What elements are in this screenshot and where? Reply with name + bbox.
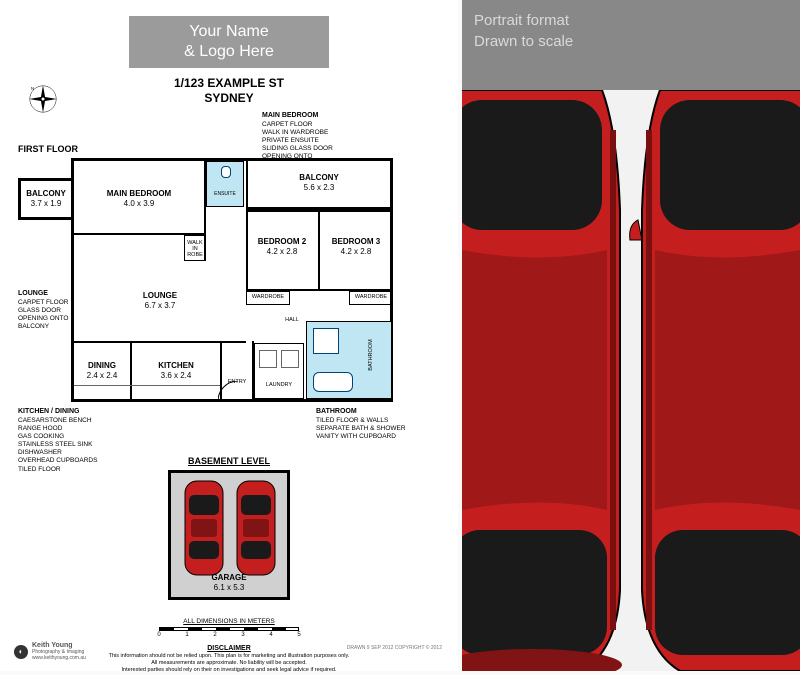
right-panel: Portrait format Drawn to scale [462, 0, 800, 671]
property-address: 1/123 EXAMPLE ST SYDNEY [18, 76, 440, 106]
branding: ◐ Keith Young Photography & Imaging www.… [14, 642, 86, 661]
car-icon-1 [181, 479, 227, 577]
right-caption: Portrait format Drawn to scale [462, 0, 800, 62]
toilet-icon [221, 166, 231, 178]
scale-bar [159, 627, 299, 631]
logo-line1: Your Name [129, 22, 329, 42]
copyright-text: DRAWN 9 SEP 2012 COPYRIGHT © 2012 [347, 645, 442, 651]
room-walk-in-robe: WALKIN ROBE [184, 235, 206, 261]
first-floor-plan: FIRST FLOOR MAIN BEDROOM CARPET FLOOR WA… [18, 112, 440, 452]
room-garage: GARAGE 6.1 x 5.3 [168, 470, 290, 600]
kitchen-bench [74, 385, 220, 399]
room-bedroom-2: BEDROOM 2 4.2 x 2.8 [246, 237, 318, 257]
room-balcony-left: BALCONY 3.7 x 1.9 [18, 178, 74, 220]
compass-icon: N [28, 84, 58, 114]
room-lounge: LOUNGE 6.7 x 3.7 [74, 291, 246, 311]
wardrobe-bed2: WARDROBE [246, 291, 290, 305]
room-main-bedroom: MAIN BEDROOM 4.0 x 3.9 [74, 189, 204, 209]
room-laundry: LAUNDRY [254, 343, 304, 399]
dryer-icon [281, 350, 299, 368]
room-balcony-right: BALCONY 5.6 x 2.3 [246, 158, 393, 210]
logo-line2: & Logo Here [129, 42, 329, 62]
washer-icon [259, 350, 277, 368]
room-kitchen: KITCHEN 3.6 x 2.4 [132, 361, 220, 381]
svg-text:N: N [31, 86, 34, 91]
scale-ticks: 012345 [154, 632, 304, 638]
address-line2: SYDNEY [18, 91, 440, 106]
room-bathroom: BATHROOM [306, 321, 392, 399]
car-icon-2 [233, 479, 279, 577]
logo-placeholder: Your Name & Logo Here [129, 16, 329, 68]
first-floor-title: FIRST FLOOR [18, 144, 78, 154]
note-lounge: LOUNGE CARPET FLOOR GLASS DOOR OPENING O… [18, 290, 68, 331]
room-dining: DINING 2.4 x 2.4 [74, 361, 130, 381]
bath-icon [313, 372, 353, 392]
address-line1: 1/123 EXAMPLE ST [18, 76, 440, 91]
room-bedroom-3: BEDROOM 3 4.2 x 2.8 [320, 237, 392, 257]
shower-icon [313, 328, 339, 354]
note-bathroom: BATHROOM TILED FLOOR & WALLS SEPARATE BA… [316, 408, 406, 441]
room-ensuite: ENSUITE [206, 161, 244, 207]
basement-title: BASEMENT LEVEL [18, 456, 440, 466]
building-outline: MAIN BEDROOM 4.0 x 3.9 ENSUITE WALKIN RO… [71, 158, 393, 402]
floorplan-document: Your Name & Logo Here 1/123 EXAMPLE ST S… [0, 0, 458, 671]
brand-mark-icon: ◐ [14, 645, 28, 659]
car-closeup [462, 90, 800, 671]
entry-door-icon [218, 381, 248, 401]
wardrobe-bed3: WARDROBE [349, 291, 393, 305]
basement-plan: BASEMENT LEVEL GARAGE 6.1 x 5.3 [18, 456, 440, 616]
scale-caption: ALL DIMENSIONS IN METERS 012345 [18, 618, 440, 638]
